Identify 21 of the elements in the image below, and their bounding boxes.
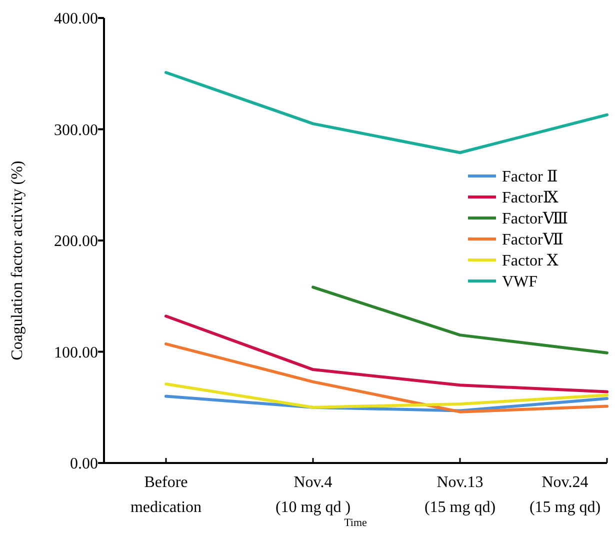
line-series <box>164 71 608 154</box>
y-tick-label: 0.00 <box>70 456 98 473</box>
y-tick-label: 100.00 <box>54 344 98 362</box>
x-tick-label: Before medication <box>130 474 202 516</box>
line-series <box>164 342 608 414</box>
legend-label: Factor Ⅱ <box>502 168 558 186</box>
x-tick-label: Nov.4 (10 mg qd ) <box>275 474 351 516</box>
y-tick-label: 300.00 <box>54 122 98 139</box>
y-tick-label: 200.00 <box>54 233 98 250</box>
legend-label: VWF <box>502 274 538 291</box>
x-tick-label: Nov.24 (15 mg qd) <box>529 474 601 516</box>
y-tick-label: 400.00 <box>54 10 98 28</box>
legend-label: Factor Ⅹ <box>502 252 559 270</box>
x-axis-title: Time <box>344 517 368 529</box>
legend-label: FactorⅨ <box>502 190 559 207</box>
legend-label: FactorⅦ <box>502 232 564 249</box>
line-series <box>164 382 608 409</box>
line-series <box>164 314 608 394</box>
legend-label: FactorⅧ <box>502 210 568 228</box>
x-tick-label: Nov.13 (15 mg qd) <box>424 474 496 516</box>
y-axis-title: Coagulation factor activity (%) <box>9 160 26 360</box>
